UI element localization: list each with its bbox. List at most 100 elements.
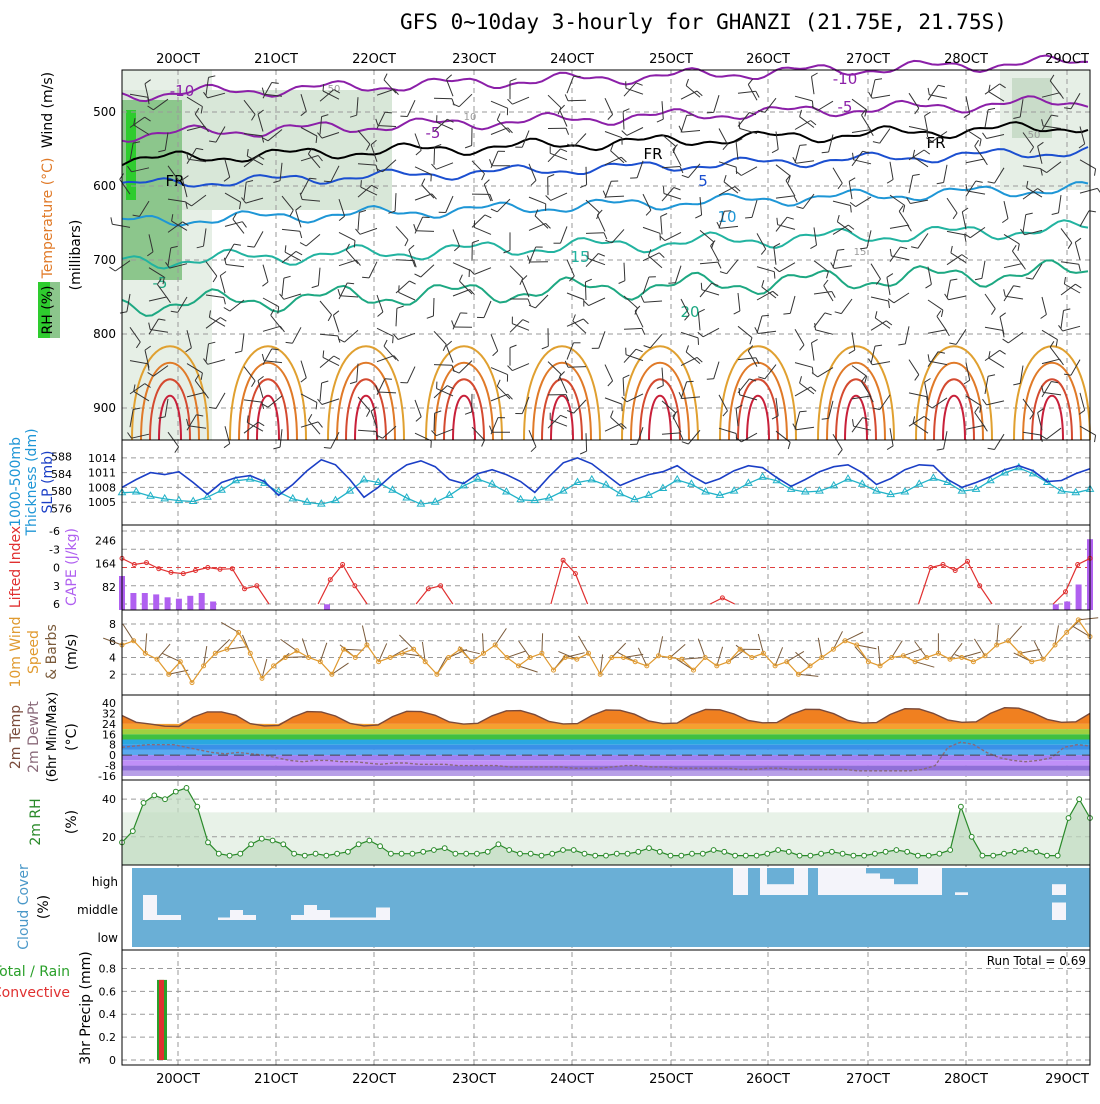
rh-marker	[1045, 853, 1050, 858]
cloud-high-block	[794, 868, 808, 895]
wind-barb	[1095, 169, 1096, 176]
rh-marker	[313, 851, 318, 856]
temp-units-axis-label: (°C)	[64, 723, 80, 751]
cloud-level-label: low	[98, 931, 119, 945]
rh-marker	[700, 851, 705, 856]
rh-axis-label: RH (%)	[40, 286, 56, 335]
wind-barb	[739, 122, 740, 129]
rh-marker	[1002, 851, 1007, 856]
temp-axis-label: 2m Temp	[8, 705, 24, 769]
wind-barb	[416, 231, 434, 232]
cloud-middle-block	[291, 915, 304, 920]
wind-barb	[745, 217, 752, 218]
rh-marker	[130, 829, 135, 834]
li-tick-label: -6	[49, 525, 60, 538]
rh-marker	[399, 851, 404, 856]
cape-bar	[142, 593, 148, 610]
rh-marker	[647, 846, 652, 851]
rh-marker	[432, 848, 437, 853]
date-label-top: 29OCT	[1045, 52, 1089, 67]
rh-marker	[883, 849, 888, 854]
cloud-middle-block	[168, 915, 181, 920]
rh-marker	[657, 849, 662, 854]
rh-marker	[550, 851, 555, 856]
wind-barb	[707, 379, 714, 380]
wind-barb	[434, 365, 452, 366]
li-tick-label: -3	[49, 543, 60, 556]
rh-marker	[464, 851, 469, 856]
rh-marker	[259, 836, 264, 841]
rh-marker	[1034, 849, 1039, 854]
rh-marker	[216, 851, 221, 856]
precip-tick-label: 0	[109, 1054, 116, 1067]
chart-title: GFS 0~10day 3-hourly for GHANZI (21.75E,…	[400, 10, 1007, 34]
cloud-level-label: middle	[77, 903, 118, 917]
wind-barb	[361, 180, 362, 187]
contour-label: -5	[153, 274, 168, 292]
rh-marker	[518, 851, 523, 856]
wind-barb	[385, 112, 392, 113]
cloud-high-block	[918, 868, 942, 895]
wind-barb	[568, 367, 586, 368]
wind-barb	[736, 434, 737, 441]
temp-tick-label: -16	[98, 770, 116, 783]
date-label-top: 20OCT	[156, 52, 200, 67]
wind-barb	[354, 241, 355, 248]
date-label-bottom: 22OCT	[352, 1072, 396, 1087]
rh-marker	[1077, 797, 1082, 802]
cloud-middle-block	[376, 908, 390, 921]
wind-barb	[777, 218, 778, 225]
rh-marker	[238, 851, 243, 856]
cape-tick-label: 82	[102, 581, 116, 594]
rh-marker	[389, 851, 394, 856]
panel-bg-precip	[122, 950, 1090, 1065]
wind-barb	[434, 147, 435, 165]
contour-label: FR	[926, 134, 945, 152]
cloud-middle-block	[230, 910, 243, 920]
wind-barb	[568, 100, 586, 101]
rh2m-units-axis-label: (%)	[64, 810, 80, 834]
rh-marker	[249, 842, 254, 847]
pressure-tick-label: 900	[93, 401, 116, 415]
wind-barb	[736, 167, 737, 174]
rh-marker	[743, 853, 748, 858]
contour-label: -10	[833, 70, 858, 88]
rh-marker	[733, 853, 738, 858]
cloud-middle-block	[218, 918, 230, 921]
contour-label: -5	[838, 98, 853, 116]
run-total-label: Run Total = 0.69	[987, 954, 1086, 968]
rh-marker	[937, 851, 942, 856]
contour-label: 20	[680, 303, 699, 321]
rh-marker	[195, 804, 200, 809]
date-label-top: 22OCT	[352, 52, 396, 67]
wind-barb	[783, 313, 790, 314]
date-label-top: 23OCT	[452, 52, 496, 67]
precip-convective-label: Convective	[0, 985, 70, 1001]
rh-marker	[173, 789, 178, 794]
wind-barb	[109, 267, 115, 271]
rh-marker	[410, 851, 415, 856]
precip-convective-bar	[159, 980, 164, 1060]
wind-barb	[800, 145, 807, 146]
wind-barb	[585, 282, 586, 300]
cloud-middle-block	[317, 910, 330, 920]
wind-units-axis-label: (m/s)	[64, 634, 80, 671]
wind-barb	[324, 181, 331, 182]
rh-marker	[959, 804, 964, 809]
rh-tick-label: 40	[102, 793, 116, 806]
rh-marker	[324, 853, 329, 858]
rh-marker	[776, 848, 781, 853]
rh-marker	[1023, 848, 1028, 853]
rh-marker	[507, 848, 512, 853]
pressure-axis-label: (millibars)	[68, 220, 84, 291]
cape-bar	[1053, 604, 1059, 610]
rh-marker	[227, 853, 232, 858]
contour-label: -10	[170, 82, 195, 100]
temp-band	[122, 771, 1090, 776]
pressure-tick-label: 500	[93, 105, 116, 119]
wind-axis-label: Wind (m/s)	[40, 72, 56, 148]
cloud-middle-block	[143, 895, 157, 920]
date-label-bottom: 21OCT	[254, 1072, 298, 1087]
date-label-top: 28OCT	[944, 52, 988, 67]
wind-barb	[385, 379, 392, 380]
